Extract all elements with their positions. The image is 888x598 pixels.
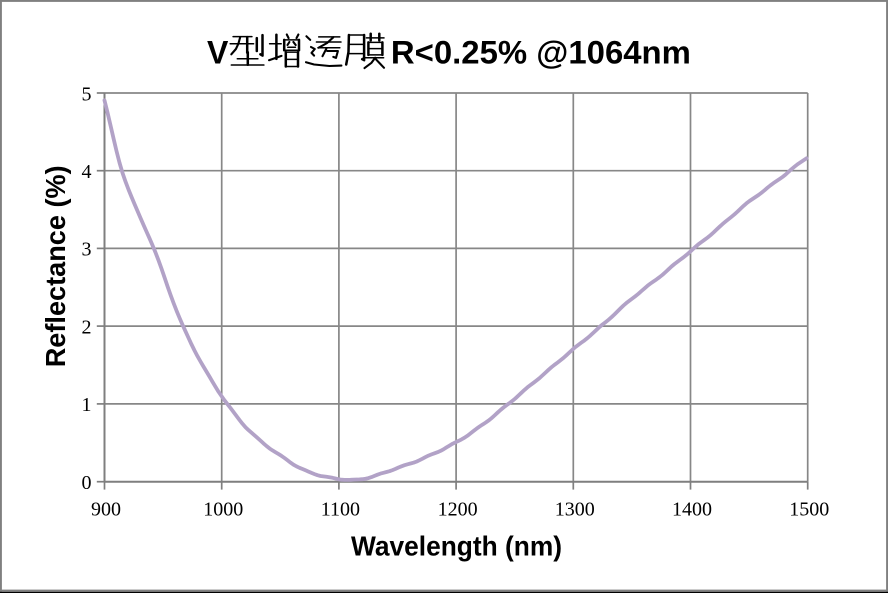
svg-text:1500: 1500 xyxy=(789,498,829,520)
svg-text:V: V xyxy=(207,34,229,70)
svg-text:900: 900 xyxy=(91,498,121,520)
svg-text:1200: 1200 xyxy=(438,498,478,520)
svg-text:1100: 1100 xyxy=(321,498,360,520)
svg-text:1: 1 xyxy=(82,394,92,416)
svg-text:Reflectance (%): Reflectance (%) xyxy=(40,165,71,367)
svg-text:3: 3 xyxy=(82,239,92,261)
svg-text:R<0.25% @1064nm: R<0.25% @1064nm xyxy=(391,34,691,70)
svg-text:Wavelength (nm): Wavelength (nm) xyxy=(351,531,562,562)
svg-text:1300: 1300 xyxy=(555,498,595,520)
svg-text:5: 5 xyxy=(82,83,92,105)
svg-text:4: 4 xyxy=(82,161,92,183)
svg-text:0: 0 xyxy=(82,472,92,494)
svg-text:2: 2 xyxy=(82,316,92,338)
svg-text:1000: 1000 xyxy=(203,498,243,520)
svg-text:1400: 1400 xyxy=(672,498,712,520)
